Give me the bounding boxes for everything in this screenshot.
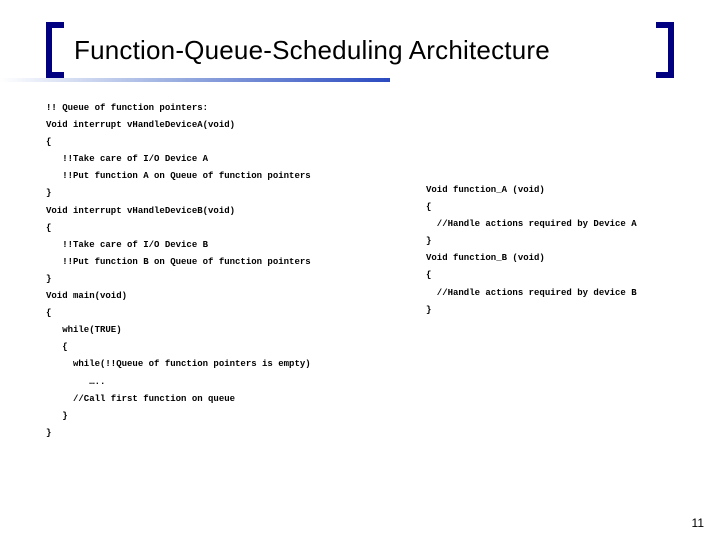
- code-line: //Handle actions required by Device A: [426, 216, 676, 233]
- code-line: }: [426, 233, 676, 250]
- code-line: !!Take care of I/O Device B: [46, 237, 416, 254]
- code-column-left: !! Queue of function pointers: Void inte…: [46, 100, 416, 442]
- code-line: {: [46, 134, 416, 151]
- title-bar: Function-Queue-Scheduling Architecture: [46, 22, 674, 78]
- code-line: Void main(void): [46, 288, 416, 305]
- code-line: !!Take care of I/O Device A: [46, 151, 416, 168]
- code-line: }: [426, 302, 676, 319]
- code-line: !!Put function A on Queue of function po…: [46, 168, 416, 185]
- code-line: while(!!Queue of function pointers is em…: [46, 356, 416, 373]
- code-line: //Call first function on queue: [46, 391, 416, 408]
- code-line: …..: [46, 374, 416, 391]
- code-line: {: [46, 339, 416, 356]
- slide: Function-Queue-Scheduling Architecture !…: [0, 0, 720, 540]
- bracket-right-icon: [656, 22, 674, 78]
- page-title: Function-Queue-Scheduling Architecture: [74, 22, 646, 78]
- code-line: Void interrupt vHandleDeviceB(void): [46, 203, 416, 220]
- code-line: //Handle actions required by device B: [426, 285, 676, 302]
- code-line: !! Queue of function pointers:: [46, 100, 416, 117]
- code-column-right: Void function_A (void) { //Handle action…: [426, 182, 676, 319]
- code-line: {: [46, 220, 416, 237]
- code-line: while(TRUE): [46, 322, 416, 339]
- code-line: }: [46, 425, 416, 442]
- divider-gradient: [0, 78, 390, 82]
- code-line: {: [426, 199, 676, 216]
- code-line: {: [426, 267, 676, 284]
- code-line: {: [46, 305, 416, 322]
- code-line: Void function_B (void): [426, 250, 676, 267]
- page-number: 11: [692, 516, 704, 530]
- code-line: !!Put function B on Queue of function po…: [46, 254, 416, 271]
- code-line: Void interrupt vHandleDeviceA(void): [46, 117, 416, 134]
- bracket-left-icon: [46, 22, 64, 78]
- code-line: }: [46, 408, 416, 425]
- code-line: Void function_A (void): [426, 182, 676, 199]
- code-line: }: [46, 271, 416, 288]
- code-line: }: [46, 185, 416, 202]
- code-area: !! Queue of function pointers: Void inte…: [46, 100, 674, 510]
